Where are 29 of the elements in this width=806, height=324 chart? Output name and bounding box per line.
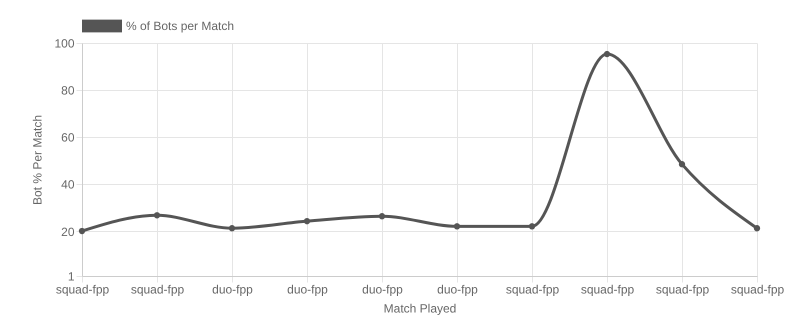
x-tick-label: squad-fpp (506, 282, 560, 296)
point (754, 225, 760, 232)
x-tick-label: duo-fpp (437, 282, 478, 296)
y-tick-label: 1 (68, 270, 75, 284)
x-tick-label: squad-fpp (730, 282, 785, 296)
y-tick-label: 100 (54, 36, 75, 50)
x-tick-label: duo-fpp (362, 282, 404, 296)
x-tick-label: duo-fpp (287, 282, 328, 296)
y-tick-label: 20 (61, 224, 75, 239)
point (604, 50, 610, 58)
y-tick-label: 60 (61, 130, 75, 145)
y-tick-label: 80 (61, 84, 75, 98)
y-axis-title: Bot % Per Match (30, 114, 44, 206)
x-tick-label: squad-fpp (656, 282, 710, 296)
point (378, 213, 386, 220)
x-tick-label: squad-fpp (130, 282, 185, 296)
point (78, 228, 86, 234)
x-tick-label: duo-fpp (212, 282, 254, 296)
point (154, 212, 160, 218)
x-axis-title: Match Played (384, 302, 456, 316)
point (678, 161, 686, 168)
point (528, 223, 536, 230)
point (304, 218, 310, 224)
x-tick-label: squad-fpp (580, 282, 635, 296)
point (228, 225, 236, 232)
legend-label: % of Bots per Match (126, 19, 234, 33)
x-tick-label: squad-fpp (56, 282, 110, 296)
y-tick-label: 40 (61, 178, 75, 192)
point (454, 223, 460, 230)
